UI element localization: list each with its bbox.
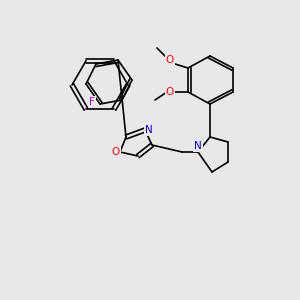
Text: O: O: [166, 87, 174, 97]
Text: N: N: [145, 125, 153, 135]
Text: O: O: [112, 147, 120, 157]
Text: O: O: [166, 55, 174, 65]
Text: F: F: [89, 97, 95, 107]
Text: N: N: [194, 141, 202, 151]
